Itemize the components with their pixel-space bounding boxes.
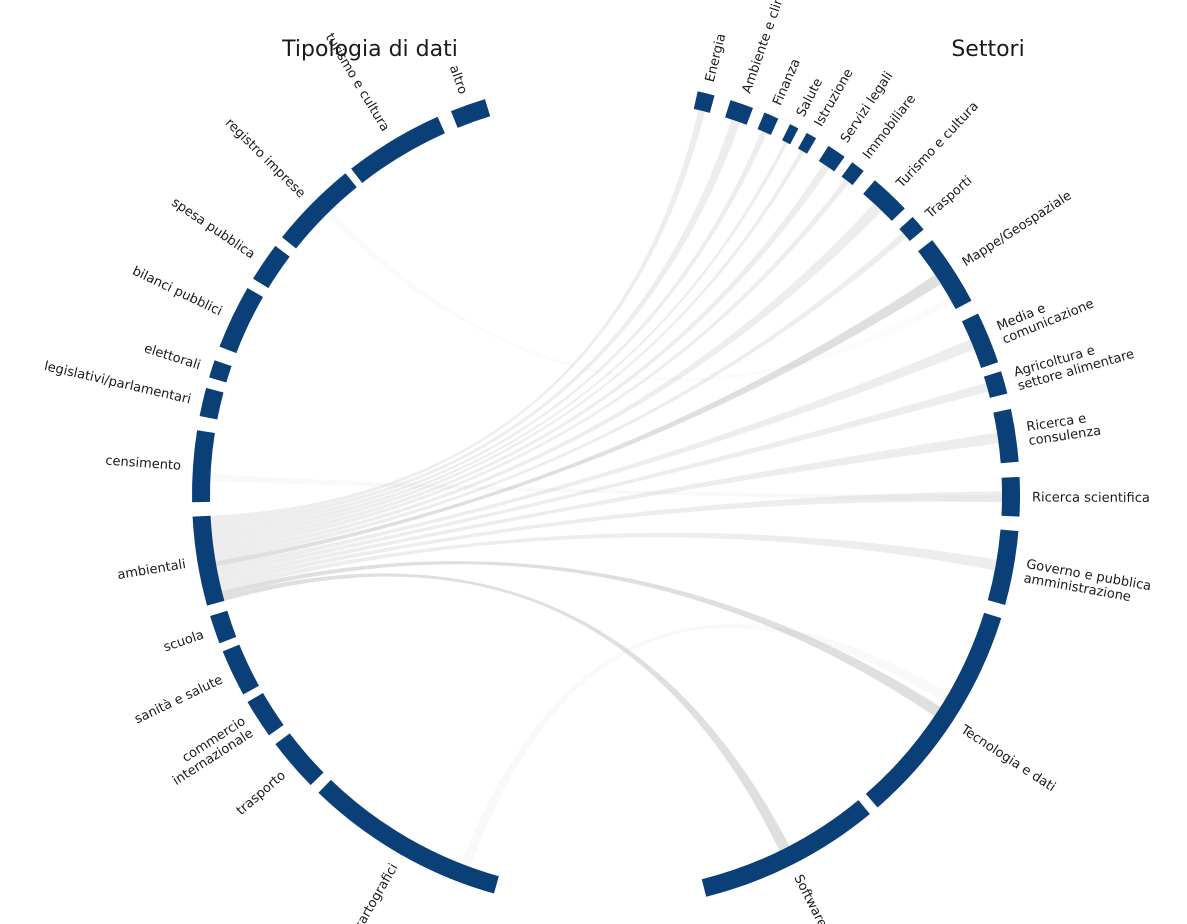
- label-line: Tecnologia e dati: [957, 722, 1058, 795]
- label-line: sanità e salute: [132, 673, 225, 728]
- group-arc: [192, 430, 215, 503]
- group-arc: [865, 612, 1002, 808]
- ribbon: [217, 382, 989, 577]
- ribbons: [210, 109, 1003, 868]
- group-arc: [725, 100, 754, 125]
- group-label: altro: [446, 63, 470, 96]
- label-line: censimento: [105, 454, 182, 474]
- group-arc: [899, 216, 924, 241]
- group-arc: [782, 124, 799, 145]
- label-line: Finanza: [770, 57, 803, 108]
- group-arc: [275, 733, 324, 786]
- group-arc: [987, 529, 1019, 605]
- group-label: legislativi/parlamentari: [43, 359, 193, 407]
- group-label: Mappe/Geospaziale: [960, 188, 1075, 270]
- ribbon: [218, 432, 999, 582]
- group-arc: [247, 693, 284, 736]
- group-label: Ricerca scientifica: [1032, 490, 1150, 506]
- group-label: trasporto: [234, 768, 289, 818]
- group-label: commerciointernazionale: [163, 714, 257, 789]
- label-line: Software: [790, 872, 829, 924]
- label-line: altro: [446, 63, 470, 96]
- group-label: bilanci pubblici: [130, 264, 225, 320]
- group-arc: [818, 145, 845, 172]
- group-arc: [983, 371, 1008, 398]
- group-arc: [841, 162, 864, 186]
- group-label: Governo e pubblicaamministrazione: [1022, 557, 1152, 608]
- group-label: elettorali: [142, 341, 202, 373]
- label-line: spesa pubblica: [169, 195, 258, 262]
- right-title: Settori: [951, 37, 1024, 62]
- left-title: Tipologia di dati: [281, 37, 458, 62]
- group-arc: [1001, 476, 1021, 517]
- group-arc: [219, 288, 264, 354]
- group-label: registro imprese: [222, 116, 308, 201]
- label-line: cartografici: [352, 861, 402, 924]
- group-arc: [757, 112, 779, 135]
- group-label: sanità e salute: [132, 673, 225, 728]
- group-label: Energia: [703, 32, 730, 84]
- ribbon: [460, 623, 949, 868]
- label-line: elettorali: [142, 341, 202, 373]
- group-label: Tecnologia e dati: [957, 722, 1058, 795]
- group-arc: [199, 387, 224, 420]
- label-line: bilanci pubblici: [130, 264, 225, 320]
- label-line: Energia: [703, 32, 730, 84]
- label-line: trasporto: [234, 768, 289, 818]
- group-label: Ricerca econsulenza: [1026, 410, 1102, 450]
- group-label: Software: [790, 872, 829, 924]
- group-label: scuola: [162, 628, 206, 656]
- group-label: Agricoltura esettore alimentare: [1012, 333, 1136, 394]
- group-arc: [797, 132, 817, 154]
- group-label: Media ecomunicazione: [995, 283, 1096, 347]
- ribbon: [220, 532, 997, 591]
- ribbon: [210, 474, 1003, 502]
- group-arc: [961, 313, 999, 369]
- group-arc: [192, 515, 225, 606]
- group-arc: [209, 360, 232, 383]
- group-label: ambientali: [116, 557, 187, 583]
- arcs: [192, 91, 1021, 897]
- label-line: registro imprese: [222, 116, 308, 201]
- label-line: legislativi/parlamentari: [43, 359, 193, 407]
- group-arc: [918, 240, 972, 310]
- group-label: cartografici: [352, 861, 402, 924]
- group-arc: [351, 116, 445, 183]
- label-line: Ricerca scientifica: [1032, 490, 1150, 506]
- group-arc: [450, 99, 491, 128]
- group-label: Trasporti: [922, 173, 975, 222]
- group-arc: [282, 173, 357, 249]
- label-line: scuola: [162, 628, 206, 656]
- group-arc: [863, 180, 905, 221]
- group-arc: [993, 408, 1019, 464]
- group-arc: [701, 800, 870, 897]
- ribbon: [221, 561, 941, 717]
- group-arc: [210, 610, 237, 644]
- ribbon: [223, 573, 790, 851]
- group-label: spesa pubblica: [169, 195, 258, 262]
- ribbon: [219, 491, 1003, 587]
- group-arc: [222, 644, 259, 695]
- label-line: Mappe/Geospaziale: [960, 188, 1075, 270]
- group-label: censimento: [105, 454, 182, 474]
- label-line: Trasporti: [922, 173, 975, 222]
- group-label: Finanza: [770, 57, 803, 108]
- group-arc: [318, 779, 499, 894]
- group-arc: [253, 245, 290, 289]
- label-line: ambientali: [116, 557, 187, 583]
- group-arc: [693, 91, 715, 113]
